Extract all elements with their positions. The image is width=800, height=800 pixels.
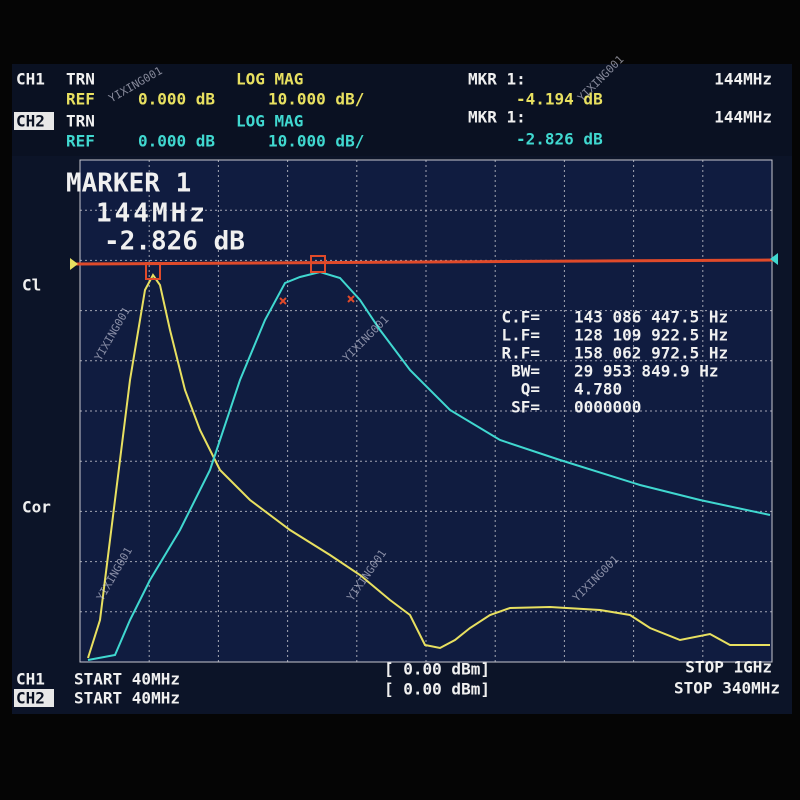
marker-value: -4.194 dB <box>516 90 603 109</box>
ref-arrow <box>770 253 778 265</box>
measure-label: L.F= <box>501 326 540 345</box>
channel-label: CH2 <box>16 112 45 131</box>
channel-label: CH2 <box>16 689 45 708</box>
start: START 40MHz <box>74 670 180 689</box>
marker-icon <box>310 255 326 273</box>
stop: STOP 1GHz <box>685 658 772 677</box>
power: [ 0.00 dBm] <box>384 680 490 699</box>
channel-label: CH1 <box>16 670 45 689</box>
side-label: Cl <box>22 276 41 295</box>
scale: 10.000 dB/ <box>268 132 364 151</box>
measure-value: 4.780 <box>574 380 622 399</box>
channel-label: CH1 <box>16 70 45 89</box>
ref-value: 0.000 dB <box>138 90 215 109</box>
channel-badge <box>14 112 54 130</box>
marker-freq: 144MHz <box>714 108 772 127</box>
mode: TRN <box>66 112 95 131</box>
measure-value: 128 109 922.5 Hz <box>574 326 728 345</box>
measure-value: 158 062 972.5 Hz <box>574 344 728 363</box>
measure-value: 0000000 <box>574 398 641 417</box>
format: LOG MAG <box>236 112 303 131</box>
measure-label: SF= <box>511 398 540 417</box>
header-panel <box>12 64 792 156</box>
ref-label: REF <box>66 90 95 109</box>
stop: STOP 340MHz <box>674 679 780 698</box>
measure-label: Q= <box>521 380 540 399</box>
mode: TRN <box>66 70 95 89</box>
measure-label: BW= <box>511 362 540 381</box>
marker-label: MKR 1: <box>468 108 526 127</box>
marker-label: MKR 1: <box>468 70 526 89</box>
channel-badge <box>14 689 54 707</box>
measure-value: 143 086 447.5 Hz <box>574 308 728 327</box>
side-label: Cor <box>22 498 51 517</box>
marker-title: MARKER 1 <box>66 169 191 199</box>
power: [ 0.00 dBm] <box>384 660 490 679</box>
marker-value: -2.826 dB <box>516 130 603 149</box>
measure-value: 29 953 849.9 Hz <box>574 362 719 381</box>
measurements: C.F= 143 086 447.5 Hz L.F= 128 109 922.5 Hz… <box>501 308 728 417</box>
measure-label: R.F= <box>501 344 540 363</box>
grid <box>80 160 772 662</box>
reference-line <box>73 258 775 266</box>
marker-freq: 144MHz <box>96 199 208 229</box>
measure-label: C.F= <box>501 308 540 327</box>
trace-ch1 <box>87 273 770 659</box>
plot-border <box>79 159 773 663</box>
marker-value: -2.826 dB <box>104 227 245 257</box>
bandwidth-markers <box>279 295 355 305</box>
marker-freq: 144MHz <box>714 70 772 89</box>
scale: 10.000 dB/ <box>268 90 364 109</box>
format: LOG MAG <box>236 70 303 89</box>
start: START 40MHz <box>74 689 180 708</box>
ref-label: REF <box>66 132 95 151</box>
marker-icon <box>145 262 161 280</box>
ref-arrow <box>70 258 78 270</box>
ref-value: 0.000 dB <box>138 132 215 151</box>
